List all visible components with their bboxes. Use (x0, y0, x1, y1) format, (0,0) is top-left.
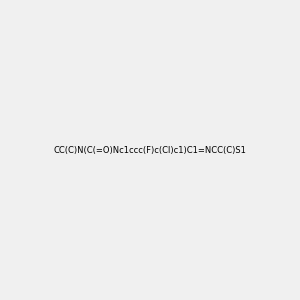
Text: CC(C)N(C(=O)Nc1ccc(F)c(Cl)c1)C1=NCC(C)S1: CC(C)N(C(=O)Nc1ccc(F)c(Cl)c1)C1=NCC(C)S1 (54, 146, 246, 154)
